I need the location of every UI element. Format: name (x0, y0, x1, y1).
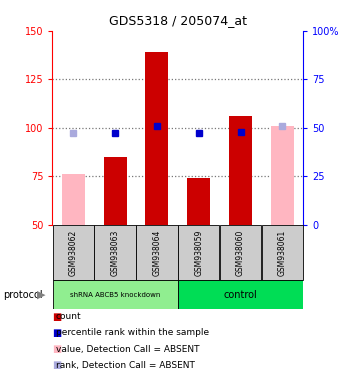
Text: ■: ■ (52, 328, 62, 338)
Bar (178, 225, 219, 280)
Text: count: count (56, 312, 82, 321)
Text: ■: ■ (52, 360, 62, 370)
Bar (262, 225, 303, 280)
Text: GSM938064: GSM938064 (152, 229, 161, 276)
Bar (53, 280, 178, 309)
Bar (229, 116, 252, 225)
Title: GDS5318 / 205074_at: GDS5318 / 205074_at (109, 14, 247, 27)
Text: protocol: protocol (4, 290, 43, 300)
Text: ■: ■ (52, 312, 62, 322)
Text: GSM938060: GSM938060 (236, 229, 245, 276)
Bar (178, 280, 304, 309)
Text: value, Detection Call = ABSENT: value, Detection Call = ABSENT (56, 344, 200, 354)
Bar (271, 126, 294, 225)
Bar (104, 157, 127, 225)
Bar (62, 174, 85, 225)
Text: percentile rank within the sample: percentile rank within the sample (56, 328, 209, 338)
Text: GSM938059: GSM938059 (194, 229, 203, 276)
Text: ▶: ▶ (37, 290, 46, 300)
Bar (187, 178, 210, 225)
Text: rank, Detection Call = ABSENT: rank, Detection Call = ABSENT (56, 361, 195, 370)
Text: ■: ■ (52, 344, 62, 354)
Text: GSM938061: GSM938061 (278, 229, 287, 276)
Bar (145, 52, 168, 225)
Bar (94, 225, 136, 280)
Bar (220, 225, 261, 280)
Bar (53, 225, 94, 280)
Bar (136, 225, 178, 280)
Text: GSM938062: GSM938062 (69, 229, 78, 276)
Text: shRNA ABCB5 knockdown: shRNA ABCB5 knockdown (70, 292, 160, 298)
Text: GSM938063: GSM938063 (110, 229, 119, 276)
Text: control: control (224, 290, 257, 300)
